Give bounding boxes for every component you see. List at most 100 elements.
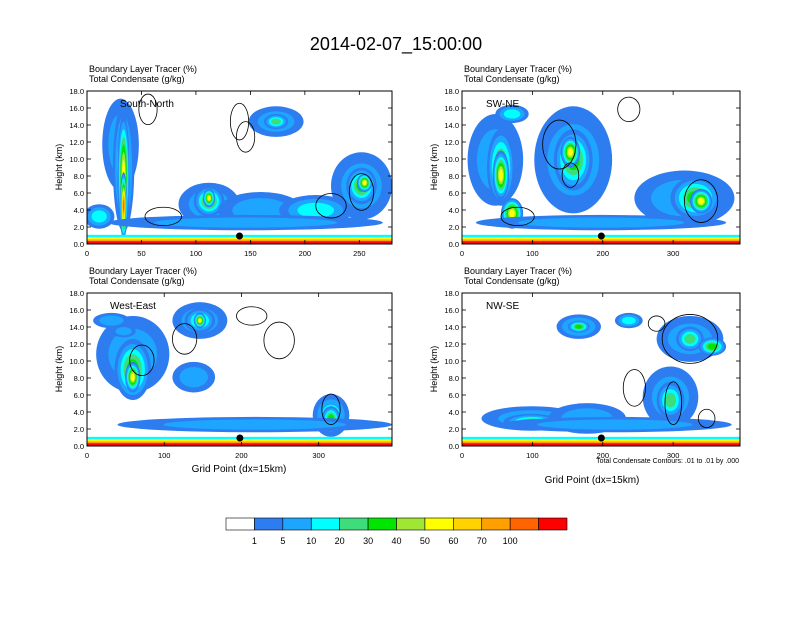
y-tick-label: 6.0: [74, 391, 84, 400]
x-tick-label: 0: [85, 249, 89, 258]
y-tick-label: 8.0: [449, 374, 459, 383]
panel-label-tracer: Boundary Layer Tracer (%): [89, 64, 197, 74]
condensate-contour: [229, 102, 250, 141]
y-tick-label: 4.0: [74, 206, 84, 215]
contour-layer: [129, 306, 341, 442]
plot-frame: [86, 90, 393, 245]
x-tick-label: 100: [158, 451, 171, 460]
y-axis: 0.0 2.0 4.0 6.0 8.0 10.0 12.0 14.0 16.0 18.0: [444, 289, 740, 451]
condensate-contour: [138, 93, 158, 126]
panel-label-tracer: Boundary Layer Tracer (%): [464, 64, 572, 74]
colorbar-swatch: [481, 517, 511, 531]
shaded-region: [509, 209, 515, 218]
shaded-region: [122, 199, 125, 212]
panel-nw-se: Boundary Layer Tracer (%) Total Condensa…: [429, 266, 741, 486]
colorbar-label: 10: [306, 536, 316, 546]
colorbar-swatch: [339, 517, 369, 531]
boundary-layer-band: [462, 241, 740, 244]
panel-name: NW-SE: [486, 301, 519, 312]
shaded-region: [271, 118, 281, 125]
shaded-region: [575, 324, 583, 329]
y-axis-label: Height (km): [54, 144, 64, 191]
y-tick-label: 2.0: [449, 223, 459, 232]
colorbar-label: 30: [363, 536, 373, 546]
y-tick-label: 4.0: [449, 408, 459, 417]
panel-name: West-East: [110, 301, 156, 312]
colorbar-swatch: [424, 517, 454, 531]
shading-layer: [462, 104, 740, 244]
shaded-region: [362, 180, 367, 186]
contour-layer: [138, 93, 375, 240]
y-axis-label: Height (km): [429, 346, 439, 393]
y-tick-label: 14.0: [69, 323, 84, 332]
shaded-region: [684, 334, 696, 344]
panel-label-tracer: Boundary Layer Tracer (%): [464, 266, 572, 276]
y-tick-label: 2.0: [449, 425, 459, 434]
y-tick-label: 4.0: [74, 408, 84, 417]
boundary-layer-band: [87, 443, 392, 446]
shaded-region: [207, 195, 211, 201]
y-tick-label: 18.0: [69, 289, 84, 298]
x-axis-label: Grid Point (dx=15km): [192, 464, 287, 475]
condensate-contour: [561, 162, 580, 188]
condensate-contour: [172, 323, 198, 355]
condensate-contour: [500, 206, 535, 227]
colorbar-label: 20: [335, 536, 345, 546]
y-tick-label: 12.0: [444, 340, 459, 349]
colorbar: 1 5 10 20 30 40 50 60 70 100: [225, 517, 568, 546]
y-tick-label: 14.0: [69, 121, 84, 130]
y-tick-label: 10.0: [444, 155, 459, 164]
shaded-region: [130, 373, 135, 381]
y-tick-label: 0.0: [74, 442, 84, 451]
panel-label-condensate: Total Condensate (g/kg): [464, 276, 560, 286]
panel-name: SW-NE: [486, 99, 519, 110]
y-tick-label: 10.0: [69, 357, 84, 366]
x-tick-label: 0: [460, 451, 464, 460]
condensate-contour: [684, 179, 719, 223]
condensate-contour: [647, 315, 666, 332]
shading-layer: [87, 98, 392, 244]
colorbar-swatch: [254, 517, 284, 531]
contour-layer: [500, 96, 719, 240]
shaded-region: [163, 419, 347, 430]
condensate-contour: [129, 344, 155, 377]
y-tick-label: 12.0: [69, 138, 84, 147]
y-tick-label: 4.0: [449, 206, 459, 215]
condensate-contour: [697, 408, 716, 429]
shaded-region: [567, 148, 573, 157]
y-axis: 0.0 2.0 4.0 6.0 8.0 10.0 12.0 14.0 16.0 18.0: [444, 87, 740, 249]
y-tick-label: 6.0: [449, 391, 459, 400]
shaded-region: [664, 392, 677, 408]
shaded-region: [503, 109, 521, 119]
colorbar-label: 5: [280, 536, 285, 546]
x-tick-label: 300: [667, 249, 680, 258]
shading-layer: [87, 302, 392, 446]
condensate-contour: [622, 369, 646, 407]
condensate-contour: [321, 393, 341, 425]
shaded-region: [154, 217, 338, 228]
x-tick-label: 300: [667, 451, 680, 460]
shaded-region: [179, 366, 208, 388]
y-tick-label: 12.0: [444, 138, 459, 147]
x-tick-label: 200: [597, 451, 610, 460]
location-marker: [236, 232, 243, 240]
x-tick-label: 200: [299, 249, 312, 258]
y-tick-label: 14.0: [444, 121, 459, 130]
condensate-contour: [661, 314, 719, 364]
condensate-contour: [236, 306, 268, 326]
y-tick-label: 8.0: [449, 172, 459, 181]
panel-label-tracer: Boundary Layer Tracer (%): [89, 266, 197, 276]
y-axis-label: Height (km): [54, 346, 64, 393]
panel-name: South-North: [120, 99, 174, 110]
shading-layer: [462, 312, 740, 446]
x-tick-label: 100: [526, 249, 539, 258]
y-tick-label: 16.0: [444, 306, 459, 315]
y-tick-label: 0.0: [449, 240, 459, 249]
x-tick-label: 100: [190, 249, 203, 258]
x-tick-label: 0: [460, 249, 464, 258]
shaded-region: [198, 318, 202, 323]
x-tick-label: 200: [235, 451, 248, 460]
y-tick-label: 0.0: [449, 442, 459, 451]
colorbar-swatch: [509, 517, 539, 531]
